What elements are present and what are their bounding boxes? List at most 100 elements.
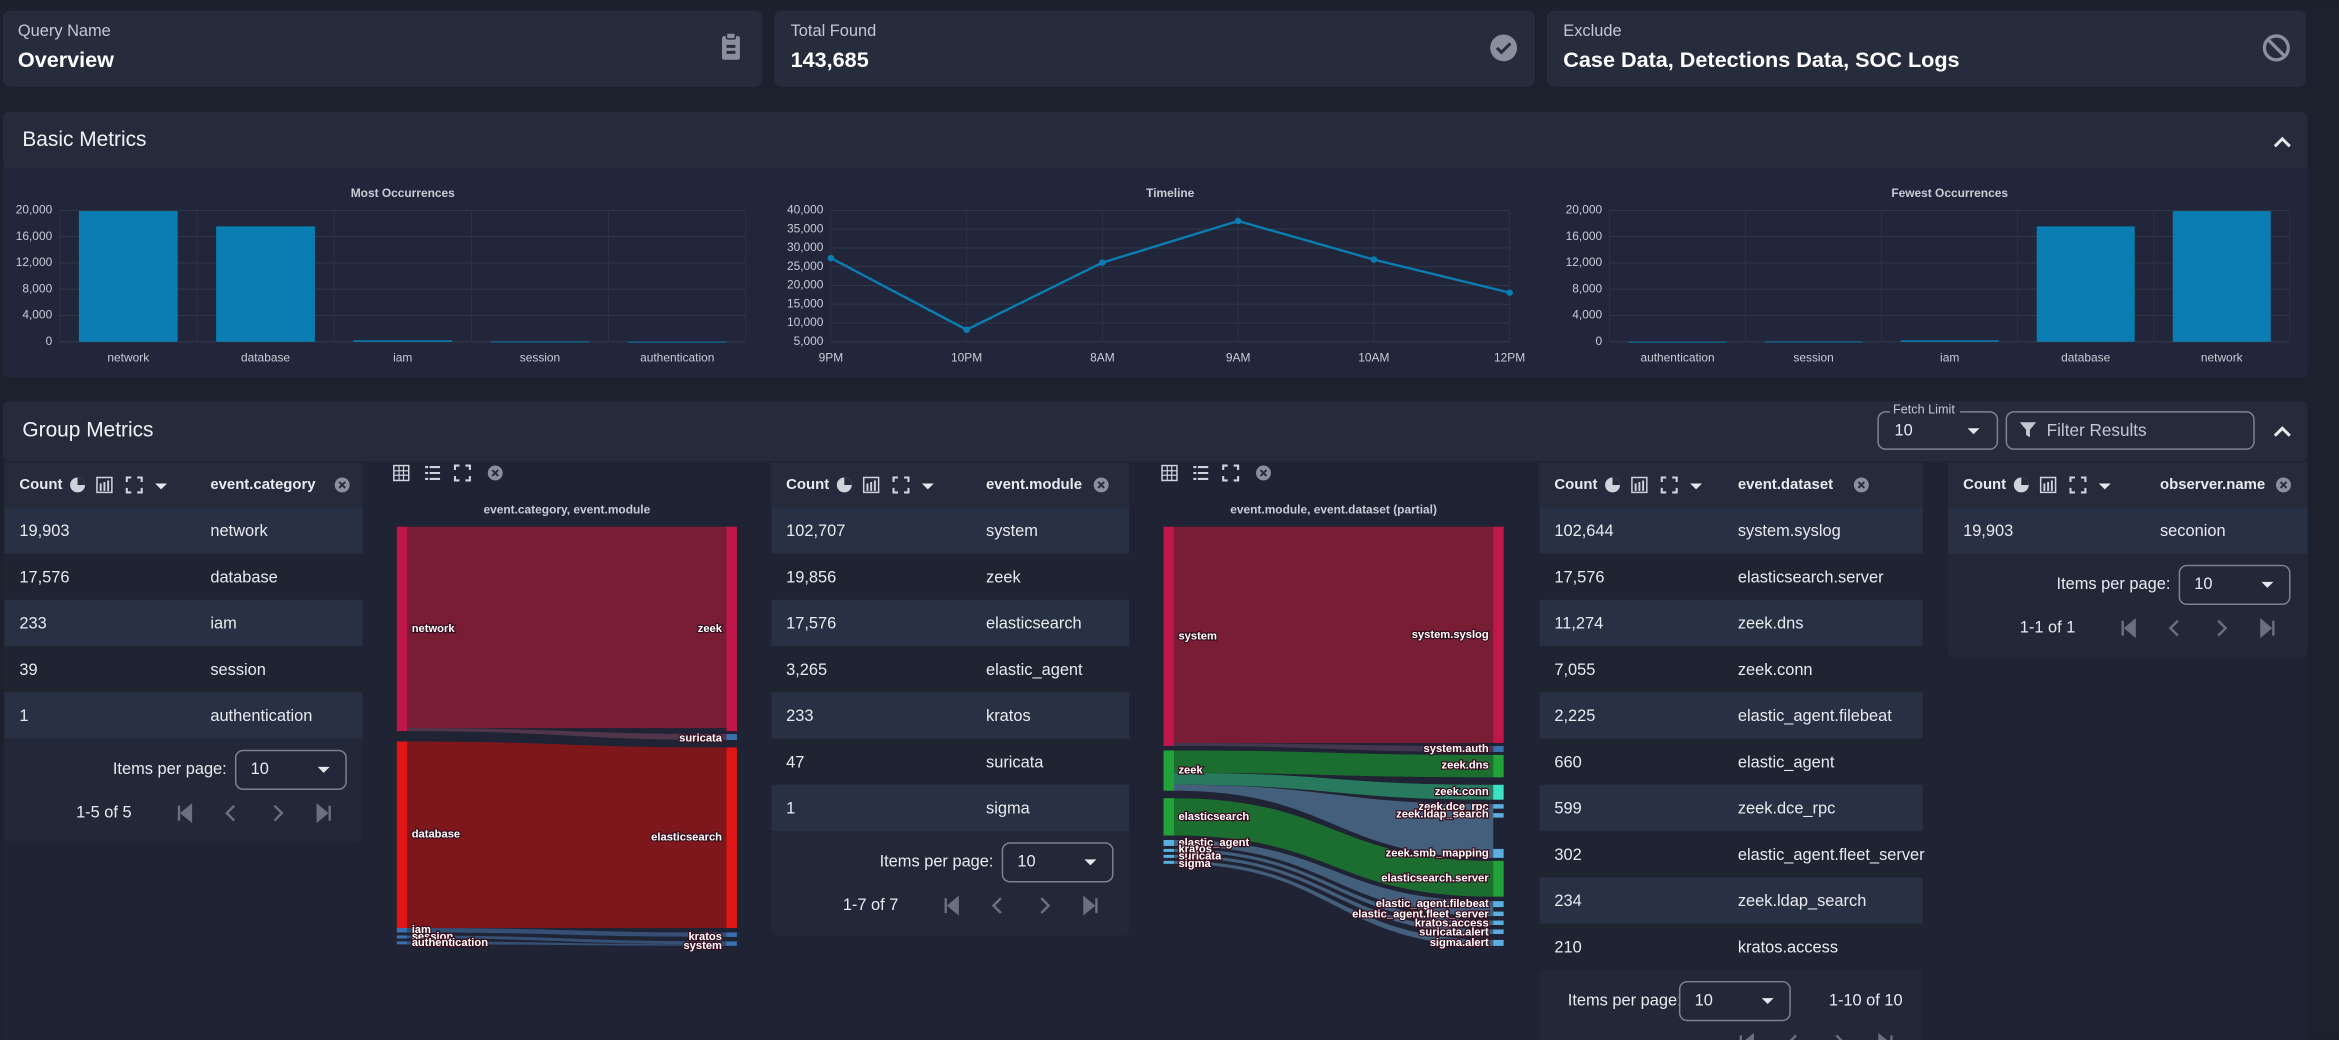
page-last-button[interactable] bbox=[2260, 618, 2275, 639]
caret-icon[interactable] bbox=[921, 483, 934, 490]
caret-icon[interactable] bbox=[2098, 483, 2111, 490]
remove-icon[interactable] bbox=[334, 477, 350, 493]
page-last-button[interactable] bbox=[316, 803, 331, 824]
remove-icon[interactable] bbox=[1093, 477, 1109, 493]
page-last-button[interactable] bbox=[1083, 895, 1098, 916]
sankey-node[interactable] bbox=[1163, 839, 1174, 846]
caret-icon[interactable] bbox=[2261, 581, 2274, 588]
items-per-page-select[interactable] bbox=[234, 749, 347, 790]
sankey-node[interactable] bbox=[726, 932, 737, 937]
items-per-page-select[interactable] bbox=[1678, 980, 1791, 1022]
sankey-node[interactable] bbox=[396, 741, 408, 928]
table-row[interactable] bbox=[4, 507, 363, 554]
sankey-node[interactable] bbox=[1493, 754, 1504, 778]
table-row[interactable] bbox=[1539, 784, 1923, 832]
table-row[interactable] bbox=[1539, 923, 1923, 970]
table-row[interactable] bbox=[771, 646, 1130, 693]
table-icon[interactable] bbox=[393, 464, 410, 482]
page-prev-button[interactable] bbox=[2168, 619, 2179, 637]
sankey-node[interactable] bbox=[396, 927, 408, 933]
sankey-node[interactable] bbox=[1163, 848, 1174, 852]
table-row[interactable] bbox=[1539, 877, 1923, 924]
table-row[interactable] bbox=[4, 553, 363, 600]
sankey-node[interactable] bbox=[1493, 860, 1504, 897]
table-row[interactable] bbox=[1539, 831, 1923, 878]
caret-icon[interactable] bbox=[155, 483, 168, 490]
table-row[interactable] bbox=[771, 692, 1130, 739]
page-prev-button[interactable] bbox=[991, 897, 1002, 914]
table-row[interactable] bbox=[771, 553, 1130, 600]
collapse-button[interactable] bbox=[2273, 136, 2291, 148]
page-next-button[interactable] bbox=[1040, 897, 1051, 914]
sankey-node[interactable] bbox=[1163, 854, 1174, 858]
remove-icon[interactable] bbox=[1256, 465, 1271, 481]
expand-icon[interactable] bbox=[2069, 476, 2087, 494]
caret-icon[interactable] bbox=[1761, 998, 1774, 1005]
sankey-node[interactable] bbox=[726, 941, 737, 946]
table-row[interactable] bbox=[1948, 507, 2308, 554]
expand-icon[interactable] bbox=[453, 464, 471, 482]
page-first-button[interactable] bbox=[2121, 618, 2136, 639]
table-row[interactable] bbox=[771, 599, 1130, 647]
table-row[interactable] bbox=[1539, 692, 1923, 739]
list-icon[interactable] bbox=[1193, 466, 1209, 481]
sankey-node[interactable] bbox=[1493, 901, 1504, 908]
remove-icon[interactable] bbox=[487, 465, 503, 481]
table-row[interactable] bbox=[4, 599, 363, 647]
expand-icon[interactable] bbox=[125, 476, 143, 494]
page-prev-button[interactable] bbox=[1789, 1034, 1797, 1040]
pie-chart-icon[interactable] bbox=[1605, 477, 1620, 493]
table-row[interactable] bbox=[1539, 553, 1923, 600]
expand-icon[interactable] bbox=[892, 476, 910, 494]
sankey-node[interactable] bbox=[1493, 745, 1504, 752]
table-row[interactable] bbox=[4, 692, 363, 739]
sankey-node[interactable] bbox=[1493, 804, 1504, 809]
bar-chart-icon[interactable] bbox=[1631, 476, 1648, 494]
sankey-node[interactable] bbox=[1163, 798, 1174, 836]
pie-chart-icon[interactable] bbox=[70, 477, 86, 493]
sankey-node[interactable] bbox=[1493, 784, 1504, 800]
page-first-button[interactable] bbox=[177, 803, 193, 824]
bar-chart-icon[interactable] bbox=[862, 476, 880, 494]
table-row[interactable] bbox=[1539, 599, 1923, 647]
table-row[interactable] bbox=[771, 738, 1130, 785]
page-first-button[interactable] bbox=[1739, 1032, 1754, 1040]
page-prev-button[interactable] bbox=[225, 804, 236, 822]
table-row[interactable] bbox=[771, 784, 1130, 832]
pie-chart-icon[interactable] bbox=[836, 477, 852, 493]
page-last-button[interactable] bbox=[1878, 1032, 1893, 1040]
bar-chart-icon[interactable] bbox=[96, 476, 113, 494]
filter-input[interactable] bbox=[2005, 411, 2255, 450]
sankey-node[interactable] bbox=[726, 526, 737, 732]
sankey-node[interactable] bbox=[1493, 939, 1504, 946]
expand-icon[interactable] bbox=[1222, 464, 1240, 482]
page-next-button[interactable] bbox=[2217, 619, 2228, 637]
table-row[interactable] bbox=[771, 507, 1130, 554]
collapse-button[interactable] bbox=[2273, 426, 2291, 437]
list-icon[interactable] bbox=[425, 466, 441, 481]
bar-chart-icon[interactable] bbox=[2039, 476, 2057, 494]
sankey-node[interactable] bbox=[726, 734, 737, 741]
expand-icon[interactable] bbox=[1660, 476, 1678, 494]
sankey-node[interactable] bbox=[396, 935, 408, 939]
sankey-node[interactable] bbox=[1163, 750, 1174, 791]
table-row[interactable] bbox=[1539, 507, 1923, 554]
page-first-button[interactable] bbox=[944, 895, 959, 916]
sankey-node[interactable] bbox=[1493, 920, 1504, 925]
items-per-page-select[interactable] bbox=[2178, 564, 2291, 606]
sankey-node[interactable] bbox=[1493, 813, 1504, 818]
items-per-page-select[interactable] bbox=[1001, 842, 1114, 883]
sankey-node[interactable] bbox=[1493, 911, 1504, 917]
sankey-node[interactable] bbox=[1163, 860, 1174, 864]
sankey-node[interactable] bbox=[1163, 526, 1174, 746]
table-icon[interactable] bbox=[1161, 464, 1178, 482]
table-row[interactable] bbox=[4, 646, 363, 693]
remove-icon[interactable] bbox=[1853, 477, 1869, 493]
table-row[interactable] bbox=[1539, 738, 1923, 785]
caret-icon[interactable] bbox=[317, 766, 330, 773]
sankey-node[interactable] bbox=[1493, 929, 1504, 934]
remove-icon[interactable] bbox=[2276, 477, 2291, 493]
sankey-node[interactable] bbox=[1493, 848, 1504, 858]
caret-icon[interactable] bbox=[1690, 483, 1703, 490]
page-next-button[interactable] bbox=[273, 804, 284, 822]
